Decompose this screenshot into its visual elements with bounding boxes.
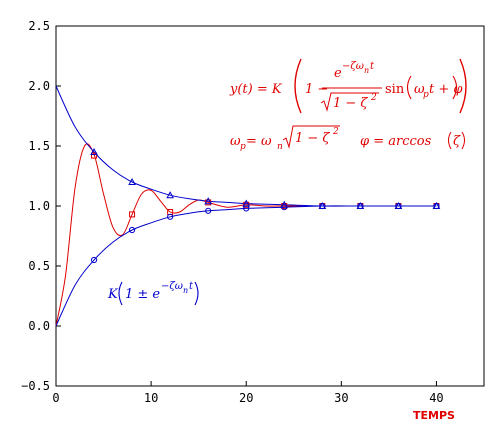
marker-circle — [167, 213, 174, 220]
marker-square — [129, 211, 136, 218]
marker-circle — [243, 205, 250, 212]
x-tick-label: 20 — [239, 391, 253, 405]
env-paren-left — [118, 281, 123, 306]
eq1-arg-omega: ω — [414, 82, 425, 97]
eq1-small-paren-right — [452, 75, 458, 100]
marker-triangle — [204, 197, 213, 205]
y-tick-label: 1.0 — [28, 199, 50, 213]
y-tick-label: 0.0 — [28, 319, 50, 333]
y-tick-label: 2.0 — [28, 79, 50, 93]
axis-ticks — [55, 25, 437, 387]
eq3-arg: ζ — [453, 134, 461, 149]
marker-triangle — [166, 191, 174, 199]
eq1-big-paren-right — [459, 58, 467, 114]
eq1-den-sup: 2 — [370, 93, 377, 103]
eq2-omega: ω — [230, 134, 241, 149]
eq1-arg-sub: p — [423, 90, 429, 100]
x-tick-label: 40 — [429, 391, 443, 405]
eq1-arg-rest: t + φ — [429, 82, 463, 97]
eq1-num-exp-sub: n — [364, 66, 369, 75]
env-body: 1 ± e — [125, 287, 160, 302]
marker-layer — [90, 147, 441, 264]
series-lower-envelope-line — [55, 205, 437, 327]
marker-circle — [205, 207, 212, 214]
marker-square — [91, 152, 98, 159]
eq2-eq: = ω — [246, 134, 272, 149]
x-axis-label: TEMPS — [413, 409, 455, 422]
eq2-radical — [282, 125, 340, 149]
y-tick-label: 1.5 — [28, 139, 50, 153]
envelope-label: K 1 ± e −ζω n t — [107, 281, 199, 306]
eq3-phi: φ = arccos — [360, 134, 432, 149]
series-layer — [55, 85, 437, 327]
eq3-paren-right — [461, 131, 465, 150]
eq1-small-paren-left — [406, 75, 412, 100]
env-paren-right — [194, 281, 199, 306]
env-exp-sub: n — [183, 286, 188, 295]
eq1-num-exp-t: t — [370, 61, 375, 72]
eq1-sin: sin — [385, 82, 405, 97]
marker-circle — [319, 202, 326, 210]
eq1-lhs: y(t) = K — [229, 82, 283, 97]
eq1-one-minus: 1 − — [305, 82, 328, 97]
env-exp-t: t — [189, 281, 194, 292]
y-tick-label: 0.5 — [28, 259, 50, 273]
eq1-big-paren-left — [294, 58, 302, 114]
eq3-paren-left — [448, 131, 452, 150]
x-tick-label: 0 — [52, 391, 59, 405]
axis-tick-labels: 0 10 20 30 40 −0.5 0.0 0.5 1.0 1.5 2.0 2.5 — [21, 19, 444, 405]
x-tick-label: 30 — [334, 391, 348, 405]
eq2-rad: 1 − ζ — [295, 131, 330, 146]
y-tick-label: 2.5 — [28, 19, 50, 33]
y-tick-label: −0.5 — [21, 379, 50, 393]
marker-circle — [90, 256, 98, 264]
env-exp: −ζω — [161, 281, 183, 292]
marker-circle — [357, 202, 364, 210]
marker-circle — [128, 226, 136, 234]
equation-step-response: y(t) = K 1 − e −ζω n t 1 − ζ 2 sin ω p t… — [229, 58, 467, 114]
eq1-num-e: e — [334, 66, 342, 81]
eq2-sub-n: n — [277, 142, 283, 152]
marker-triangle — [90, 147, 98, 155]
eq2-sub-p: p — [240, 142, 246, 152]
marker-circle — [281, 204, 288, 211]
marker-triangle — [128, 177, 136, 185]
eq2-rad-sup: 2 — [332, 127, 339, 137]
marker-circle — [395, 202, 402, 210]
marker-circle — [433, 202, 440, 210]
env-K: K — [107, 287, 119, 302]
eq1-den: 1 − ζ — [333, 96, 368, 111]
eq1-radical — [320, 92, 379, 112]
equation-frequencies: ω p = ω n 1 − ζ 2 φ = arccos ζ — [230, 125, 465, 152]
x-tick-label: 10 — [144, 391, 158, 405]
eq1-num-exp: −ζω — [342, 61, 364, 72]
